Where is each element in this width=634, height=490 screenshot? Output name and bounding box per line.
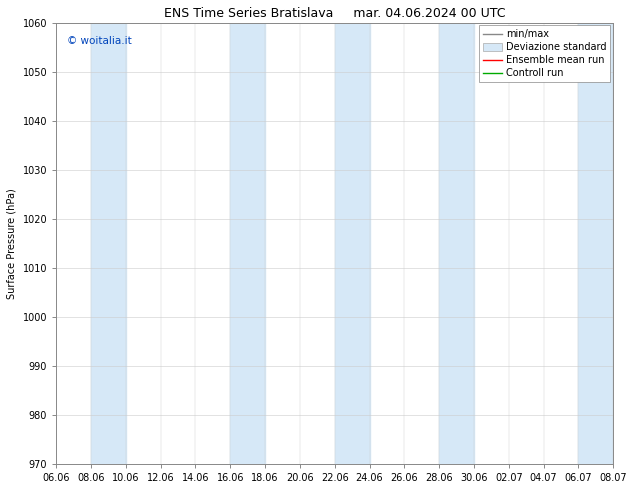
Text: © woitalia.it: © woitalia.it <box>67 36 132 46</box>
Legend: min/max, Deviazione standard, Ensemble mean run, Controll run: min/max, Deviazione standard, Ensemble m… <box>479 25 611 82</box>
Bar <box>91 23 126 464</box>
Bar <box>578 23 613 464</box>
Title: ENS Time Series Bratislava     mar. 04.06.2024 00 UTC: ENS Time Series Bratislava mar. 04.06.20… <box>164 7 505 20</box>
Y-axis label: Surface Pressure (hPa): Surface Pressure (hPa) <box>7 188 17 298</box>
Bar <box>230 23 265 464</box>
Bar <box>439 23 474 464</box>
Bar <box>335 23 370 464</box>
